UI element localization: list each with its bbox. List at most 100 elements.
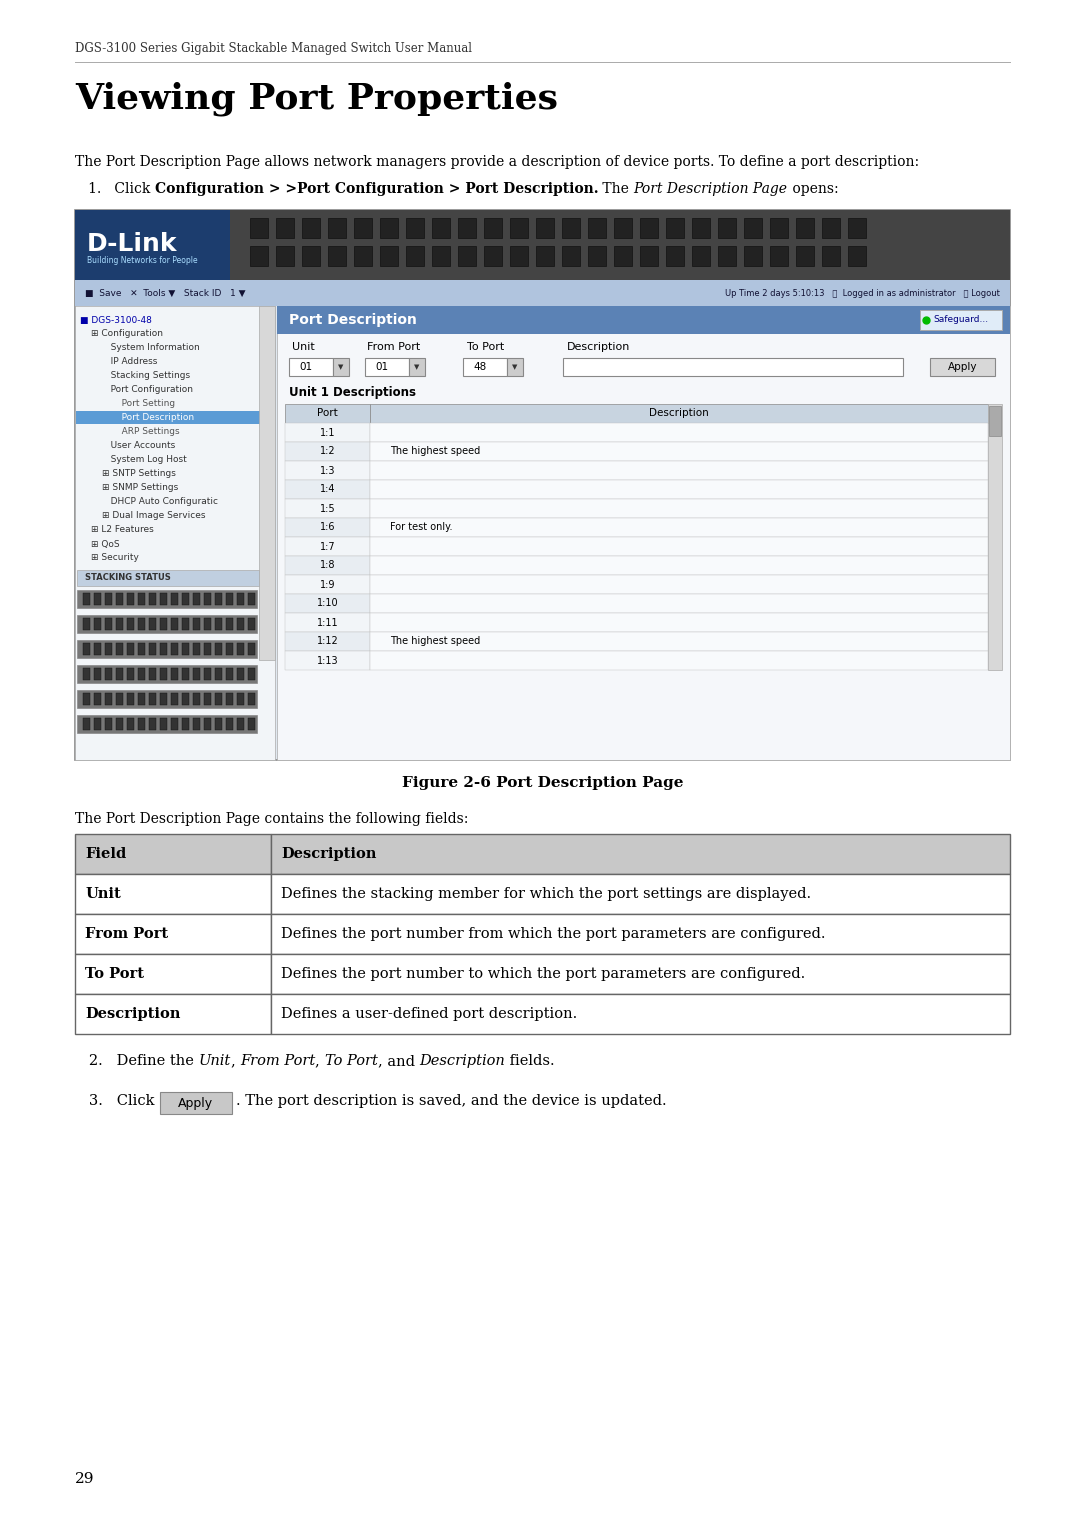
Bar xyxy=(83,618,90,631)
Bar xyxy=(215,592,222,605)
Bar xyxy=(588,246,606,266)
Bar xyxy=(562,218,580,238)
Bar xyxy=(248,618,255,631)
Text: Port Setting: Port Setting xyxy=(113,400,175,409)
Bar xyxy=(370,441,988,461)
Bar xyxy=(183,667,189,680)
Bar xyxy=(160,618,167,631)
Text: , and: , and xyxy=(378,1054,419,1067)
Bar xyxy=(105,643,112,655)
Bar xyxy=(127,618,134,631)
Bar xyxy=(770,246,788,266)
Bar xyxy=(370,499,988,518)
Text: Defines the port number from which the port parameters are configured.: Defines the port number from which the p… xyxy=(282,927,826,941)
Bar xyxy=(370,651,988,670)
Text: ⊞ Configuration: ⊞ Configuration xyxy=(91,330,163,339)
Text: Apply: Apply xyxy=(178,1096,213,1110)
Bar xyxy=(94,618,102,631)
Bar xyxy=(370,538,988,556)
Bar xyxy=(127,693,134,705)
Text: ▼: ▼ xyxy=(512,363,517,370)
Bar xyxy=(171,693,178,705)
Text: ■  Save   ✕  Tools ▼   Stack ID   1 ▼: ■ Save ✕ Tools ▼ Stack ID 1 ▼ xyxy=(85,289,245,298)
Text: 1:13: 1:13 xyxy=(316,655,338,666)
Bar xyxy=(183,618,189,631)
Bar xyxy=(744,246,762,266)
Bar xyxy=(276,246,294,266)
Bar xyxy=(380,218,399,238)
Bar xyxy=(507,357,523,376)
Bar xyxy=(105,592,112,605)
Text: D-Link: D-Link xyxy=(87,232,177,257)
Text: ⊞ Dual Image Services: ⊞ Dual Image Services xyxy=(102,512,205,521)
Text: ■ DGS-3100-48: ■ DGS-3100-48 xyxy=(80,316,152,325)
Bar xyxy=(171,643,178,655)
Bar xyxy=(138,618,145,631)
Bar xyxy=(127,667,134,680)
Text: 29: 29 xyxy=(75,1472,95,1486)
Bar xyxy=(249,218,268,238)
Bar xyxy=(432,218,450,238)
Text: Figure 2-6 Port Description Page: Figure 2-6 Port Description Page xyxy=(402,776,684,789)
Bar xyxy=(193,693,200,705)
Bar xyxy=(822,218,840,238)
Text: 1:3: 1:3 xyxy=(320,466,335,475)
Bar xyxy=(285,405,370,423)
Bar xyxy=(248,592,255,605)
Bar xyxy=(226,618,233,631)
Bar xyxy=(370,405,988,423)
Bar xyxy=(285,538,370,556)
Bar xyxy=(75,305,275,760)
Bar xyxy=(248,667,255,680)
Bar xyxy=(285,479,370,499)
Text: 48: 48 xyxy=(473,362,487,373)
Bar xyxy=(796,246,814,266)
Bar xyxy=(215,618,222,631)
Bar xyxy=(692,246,710,266)
Text: 1:5: 1:5 xyxy=(320,504,335,513)
Text: System Information: System Information xyxy=(102,344,200,353)
Text: Stacking Settings: Stacking Settings xyxy=(102,371,190,380)
Bar xyxy=(226,643,233,655)
Text: Unit: Unit xyxy=(85,887,121,901)
Bar xyxy=(770,218,788,238)
Text: The: The xyxy=(598,182,634,195)
Bar xyxy=(370,612,988,632)
Text: Unit: Unit xyxy=(199,1054,231,1067)
Bar xyxy=(370,479,988,499)
Bar xyxy=(237,618,244,631)
Bar xyxy=(271,954,1010,994)
Bar xyxy=(77,715,257,733)
Text: . The port description is saved, and the device is updated.: . The port description is saved, and the… xyxy=(235,1093,666,1109)
Bar xyxy=(370,576,988,594)
Bar xyxy=(83,693,90,705)
Text: To Port: To Port xyxy=(85,967,144,980)
Text: DHCP Auto Configuratic: DHCP Auto Configuratic xyxy=(102,498,218,507)
Bar xyxy=(640,246,658,266)
Text: ARP Settings: ARP Settings xyxy=(113,428,179,437)
Bar xyxy=(149,592,156,605)
Bar xyxy=(276,305,1010,334)
Bar xyxy=(138,718,145,730)
Text: STACKING STATUS: STACKING STATUS xyxy=(85,574,171,582)
Bar xyxy=(285,612,370,632)
Bar xyxy=(328,246,346,266)
Bar xyxy=(406,246,424,266)
Bar xyxy=(183,693,189,705)
Bar xyxy=(149,693,156,705)
Text: Description: Description xyxy=(419,1054,505,1067)
Bar xyxy=(76,411,274,425)
Text: Unit: Unit xyxy=(292,342,314,353)
Text: System Log Host: System Log Host xyxy=(102,455,187,464)
Bar xyxy=(116,718,123,730)
Bar xyxy=(248,718,255,730)
Bar xyxy=(285,423,370,441)
Text: Description: Description xyxy=(282,847,377,861)
Bar xyxy=(237,667,244,680)
Text: Description: Description xyxy=(85,1006,180,1022)
Bar xyxy=(237,718,244,730)
Bar xyxy=(920,310,1002,330)
Bar xyxy=(149,643,156,655)
Bar xyxy=(718,246,735,266)
Bar xyxy=(302,246,320,266)
